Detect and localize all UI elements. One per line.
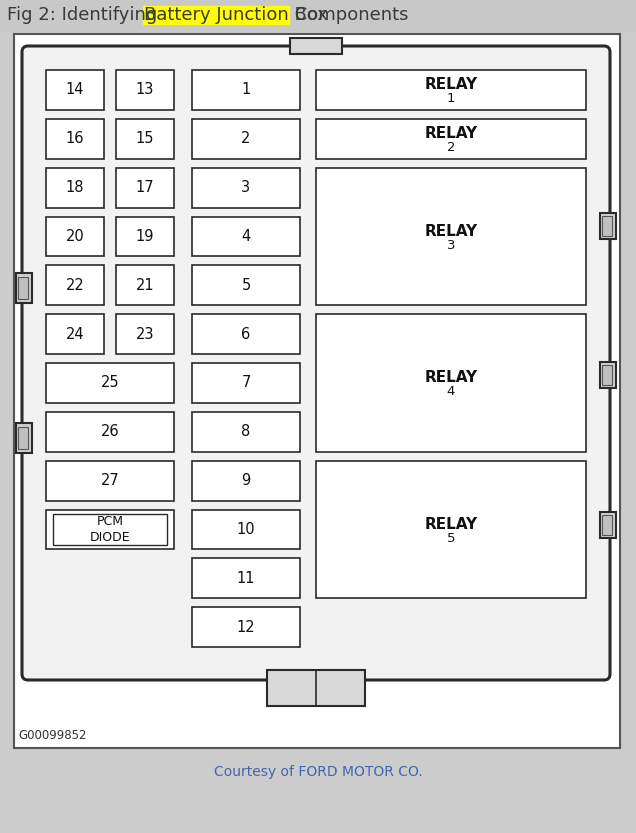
Text: 26: 26 bbox=[100, 424, 120, 439]
Text: 15: 15 bbox=[135, 132, 155, 147]
Text: 5: 5 bbox=[242, 277, 251, 292]
Bar bbox=[192, 412, 300, 451]
Bar bbox=[602, 515, 612, 535]
Bar bbox=[600, 511, 616, 538]
Bar bbox=[316, 461, 586, 598]
Bar bbox=[46, 314, 104, 354]
Bar bbox=[192, 314, 300, 354]
Bar bbox=[46, 363, 174, 403]
Bar bbox=[316, 119, 586, 158]
Text: 9: 9 bbox=[242, 473, 251, 488]
Text: 13: 13 bbox=[136, 82, 154, 97]
Bar bbox=[600, 362, 616, 388]
Text: RELAY: RELAY bbox=[424, 224, 478, 239]
Bar bbox=[192, 167, 300, 207]
Bar bbox=[192, 461, 300, 501]
Bar bbox=[116, 70, 174, 110]
Text: 1: 1 bbox=[446, 92, 455, 106]
Bar bbox=[16, 273, 32, 303]
Text: Courtesy of FORD MOTOR CO.: Courtesy of FORD MOTOR CO. bbox=[214, 765, 422, 779]
Bar bbox=[16, 422, 32, 452]
Bar bbox=[116, 119, 174, 158]
Bar bbox=[116, 167, 174, 207]
Text: 12: 12 bbox=[237, 620, 255, 635]
Text: PCM
DIODE: PCM DIODE bbox=[90, 515, 130, 544]
Text: RELAY: RELAY bbox=[424, 517, 478, 532]
Bar bbox=[192, 558, 300, 598]
Bar bbox=[116, 314, 174, 354]
Text: 10: 10 bbox=[237, 522, 255, 537]
Text: 24: 24 bbox=[66, 327, 85, 342]
Bar bbox=[192, 607, 300, 647]
Bar bbox=[46, 167, 104, 207]
Bar bbox=[143, 6, 289, 24]
Text: 4: 4 bbox=[447, 386, 455, 398]
Bar bbox=[53, 513, 167, 546]
Bar bbox=[192, 70, 300, 110]
Text: 17: 17 bbox=[135, 180, 155, 195]
Text: RELAY: RELAY bbox=[424, 77, 478, 92]
Bar bbox=[316, 167, 586, 305]
Text: 23: 23 bbox=[135, 327, 155, 342]
Text: Battery Junction Box: Battery Junction Box bbox=[144, 6, 328, 24]
Text: Components: Components bbox=[289, 6, 408, 24]
Text: 21: 21 bbox=[135, 277, 155, 292]
Bar bbox=[600, 213, 616, 239]
Bar bbox=[290, 38, 342, 54]
FancyBboxPatch shape bbox=[22, 46, 610, 680]
Bar bbox=[116, 266, 174, 305]
Text: 3: 3 bbox=[242, 180, 251, 195]
Bar bbox=[116, 217, 174, 257]
Bar bbox=[46, 510, 174, 549]
Text: 16: 16 bbox=[66, 132, 84, 147]
Text: G00099852: G00099852 bbox=[18, 729, 86, 742]
Text: 8: 8 bbox=[242, 424, 251, 439]
Bar bbox=[192, 510, 300, 549]
Text: 7: 7 bbox=[241, 376, 251, 391]
Bar bbox=[316, 314, 586, 451]
Bar bbox=[267, 670, 365, 706]
Text: 2: 2 bbox=[241, 132, 251, 147]
Text: 4: 4 bbox=[242, 229, 251, 244]
Text: 1: 1 bbox=[242, 82, 251, 97]
Bar bbox=[46, 461, 174, 501]
Text: 18: 18 bbox=[66, 180, 84, 195]
Bar bbox=[46, 217, 104, 257]
Bar bbox=[602, 366, 612, 386]
Text: 27: 27 bbox=[100, 473, 120, 488]
Text: RELAY: RELAY bbox=[424, 127, 478, 142]
Text: 3: 3 bbox=[446, 239, 455, 252]
Bar bbox=[46, 70, 104, 110]
Bar bbox=[46, 412, 174, 451]
Text: 11: 11 bbox=[237, 571, 255, 586]
Bar bbox=[192, 266, 300, 305]
Bar bbox=[192, 217, 300, 257]
Bar bbox=[18, 426, 28, 449]
Bar bbox=[46, 119, 104, 158]
Text: 19: 19 bbox=[135, 229, 155, 244]
Bar bbox=[316, 70, 586, 110]
Bar bbox=[602, 216, 612, 237]
Text: Fig 2: Identifying: Fig 2: Identifying bbox=[7, 6, 163, 24]
Bar bbox=[46, 266, 104, 305]
Bar bbox=[18, 277, 28, 299]
Bar bbox=[192, 363, 300, 403]
Text: 22: 22 bbox=[66, 277, 85, 292]
Text: RELAY: RELAY bbox=[424, 371, 478, 386]
Bar bbox=[0, 0, 636, 30]
Text: 6: 6 bbox=[242, 327, 251, 342]
Text: 20: 20 bbox=[66, 229, 85, 244]
Bar bbox=[14, 34, 620, 748]
Bar bbox=[192, 119, 300, 158]
Text: 25: 25 bbox=[100, 376, 120, 391]
Text: 5: 5 bbox=[446, 532, 455, 545]
Text: 2: 2 bbox=[446, 142, 455, 154]
Text: 14: 14 bbox=[66, 82, 84, 97]
